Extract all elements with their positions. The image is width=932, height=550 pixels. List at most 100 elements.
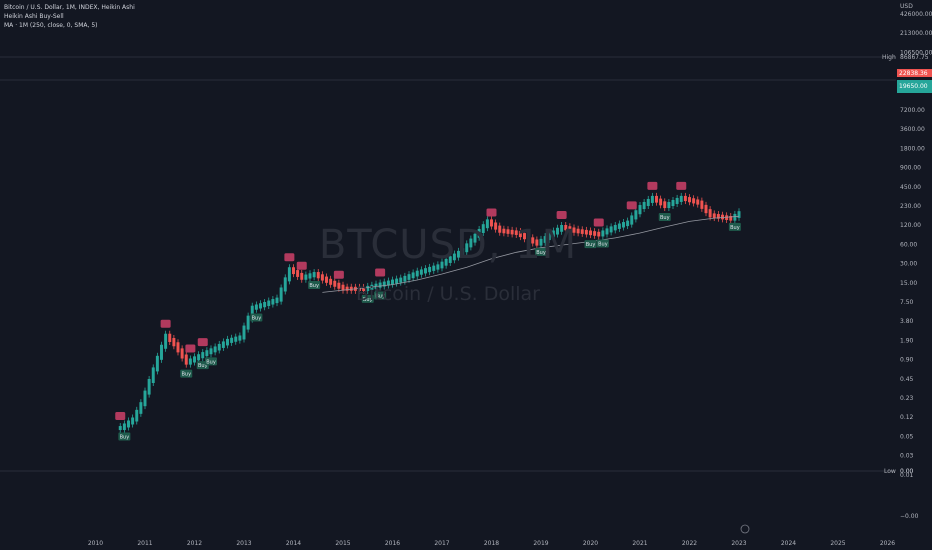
y-axis-tick: 3600.00 [900, 126, 925, 133]
candle-body [502, 228, 506, 234]
candle-body [250, 305, 254, 320]
candle-body [358, 286, 361, 291]
candle-body [399, 277, 403, 283]
buy-marker [658, 213, 671, 222]
candle-body [461, 248, 465, 255]
candle-body [246, 315, 250, 330]
y-axis-tick: 0.45 [900, 376, 914, 383]
candle-body [411, 272, 415, 279]
candle-body [448, 256, 452, 263]
candle-body [638, 205, 642, 215]
sell-marker [375, 268, 386, 277]
candle-body [143, 390, 147, 407]
y-axis-tick: 7.50 [900, 299, 914, 306]
candle-body [490, 219, 493, 227]
moving-average-line [322, 215, 740, 293]
buy-marker-label: Buy [375, 294, 385, 300]
candle-body [197, 354, 201, 361]
candle-body [572, 227, 576, 233]
x-axis-tick: 2010 [88, 540, 103, 547]
candle-body [539, 238, 543, 246]
candle-body [729, 215, 733, 221]
buy-marker-label: Buy [252, 315, 262, 321]
buy-marker [308, 281, 321, 290]
candle-body [556, 227, 559, 235]
y-axis-tick: 0.12 [900, 414, 914, 421]
sell-marker [197, 338, 208, 347]
candle-body [193, 356, 196, 363]
y-axis-currency: USD [900, 3, 913, 10]
candle-body [419, 269, 423, 275]
candle-body [584, 229, 588, 235]
x-axis-tick: 2025 [830, 540, 845, 547]
candle-body [659, 198, 663, 206]
candle-body [234, 336, 238, 342]
indicator-name[interactable]: Heikin Ashi Buy-Sell [4, 13, 64, 20]
ma-price-label-bg [897, 80, 932, 93]
candle-body [362, 286, 366, 292]
candle-body [201, 352, 205, 359]
sell-marker [115, 412, 126, 421]
sell-marker [626, 201, 637, 210]
symbol-info[interactable]: Bitcoin / U.S. Dollar, 1M, INDEX, Heikin… [4, 4, 135, 11]
low-value: 0.00 [900, 468, 914, 475]
x-axis-tick: 2015 [335, 540, 350, 547]
buy-marker [361, 294, 374, 303]
candle-body [337, 282, 341, 289]
buy-marker-label: Buy [198, 363, 208, 369]
candle-body [135, 409, 139, 422]
sell-marker [647, 181, 658, 190]
low-label: Low [884, 468, 896, 475]
sell-marker [160, 319, 171, 328]
candle-body [737, 211, 741, 218]
candle-body [304, 274, 308, 280]
y-axis-tick: 1800.00 [900, 145, 925, 152]
candle-body [139, 402, 143, 414]
candle-body [283, 277, 287, 292]
candle-body [271, 299, 275, 305]
candle-body [176, 342, 180, 353]
sell-marker [284, 253, 295, 262]
candle-body [217, 343, 221, 351]
buy-marker [596, 239, 609, 248]
candle-body [320, 274, 324, 281]
sell-marker [185, 344, 196, 353]
candle-body [333, 280, 337, 287]
buy-marker [250, 313, 263, 322]
candle-body [395, 278, 399, 284]
candle-body [671, 199, 675, 207]
candle-body [646, 198, 650, 206]
candle-body [254, 304, 258, 310]
candle-body [296, 270, 300, 277]
tradingview-logo-icon [740, 524, 750, 534]
candle-body [209, 348, 213, 355]
candle-body [683, 195, 687, 202]
y-axis-tick: 230.00 [900, 203, 921, 210]
candle-body [300, 272, 304, 280]
candle-body [242, 325, 246, 340]
y-axis-tick: 900.00 [900, 165, 921, 172]
candle-body [527, 235, 531, 242]
sell-marker [676, 181, 687, 190]
x-axis-tick: 2018 [484, 540, 499, 547]
buy-marker-label: Buy [206, 359, 216, 365]
last-price-label: 22838.36 [899, 70, 928, 77]
candle-body [444, 258, 448, 266]
high-value: 86867.75 [900, 54, 929, 61]
candle-body [716, 214, 720, 219]
y-axis-tick: 0.00 [900, 468, 914, 475]
candle-body [564, 225, 568, 231]
y-axis-tick: 426000.00 [900, 11, 932, 18]
buy-marker-label: Buy [730, 225, 740, 231]
candle-body [213, 346, 217, 353]
candle-body [263, 302, 267, 308]
x-axis-tick: 2022 [682, 540, 697, 547]
candle-body [465, 243, 469, 253]
candle-body [151, 367, 155, 383]
candle-body [704, 204, 708, 214]
candle-body [382, 281, 386, 287]
ma-indicator[interactable]: MA · 1M (250, close, 0, SMA, 5) [4, 22, 98, 29]
candle-body [415, 270, 419, 277]
